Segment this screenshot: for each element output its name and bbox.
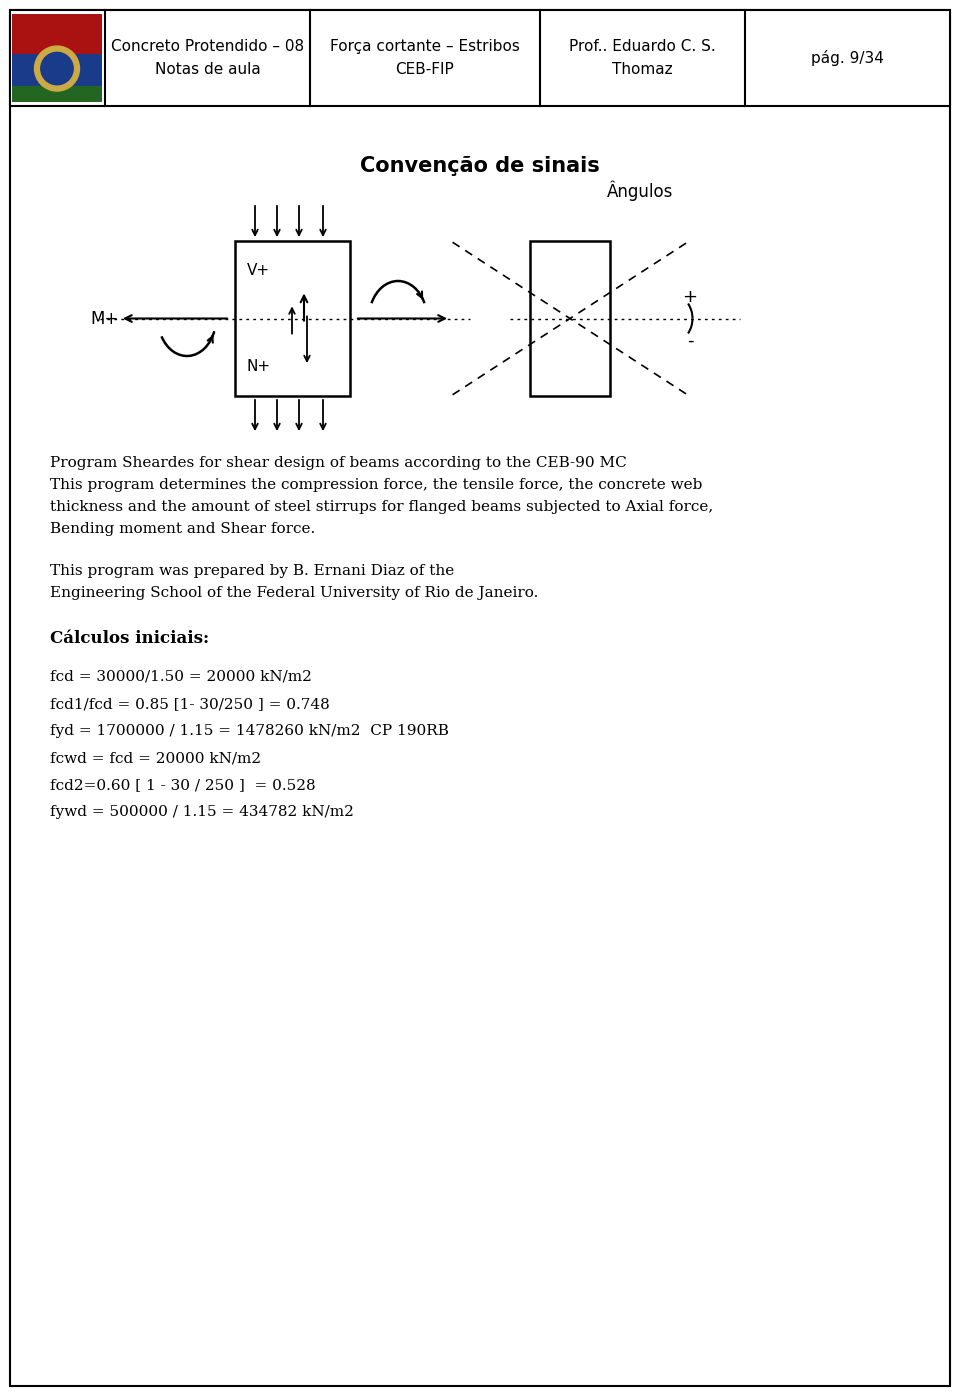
Text: Prof.. Eduardo C. S.
Thomaz: Prof.. Eduardo C. S. Thomaz [569, 39, 716, 77]
Text: Bending moment and Shear force.: Bending moment and Shear force. [50, 522, 315, 536]
Text: Ângulos: Ângulos [607, 180, 673, 201]
Text: This program was prepared by B. Ernani Diaz of the: This program was prepared by B. Ernani D… [50, 564, 454, 578]
Text: fcd1/fcd = 0.85 [1- 30/250 ] = 0.748: fcd1/fcd = 0.85 [1- 30/250 ] = 0.748 [50, 697, 329, 711]
Text: Engineering School of the Federal University of Rio de Janeiro.: Engineering School of the Federal Univer… [50, 586, 539, 600]
Text: -: - [686, 331, 693, 349]
Text: pág. 9/34: pág. 9/34 [811, 50, 884, 66]
Text: fywd = 500000 / 1.15 = 434782 kN/m2: fywd = 500000 / 1.15 = 434782 kN/m2 [50, 805, 354, 819]
Text: Força cortante – Estribos
CEB-FIP: Força cortante – Estribos CEB-FIP [330, 39, 520, 77]
Circle shape [40, 53, 73, 85]
Bar [10, 10, 950, 106]
Text: fcwd = fcd = 20000 kN/m2: fcwd = fcd = 20000 kN/m2 [50, 751, 261, 765]
Text: Cálculos iniciais:: Cálculos iniciais: [50, 630, 209, 646]
Text: +: + [683, 288, 698, 306]
Text: thickness and the amount of steel stirrups for flanged beams subjected to Axial : thickness and the amount of steel stirru… [50, 500, 713, 514]
Text: Concreto Protendido – 08
Notas de aula: Concreto Protendido – 08 Notas de aula [111, 39, 304, 77]
Bar [12, 14, 102, 53]
Bar [12, 14, 102, 102]
Circle shape [35, 46, 80, 91]
Text: Convenção de sinais: Convenção de sinais [360, 156, 600, 176]
Text: fyd = 1700000 / 1.15 = 1478260 kN/m2  CP 190RB: fyd = 1700000 / 1.15 = 1478260 kN/m2 CP … [50, 725, 449, 738]
Bar [235, 242, 350, 396]
Text: Program Sheardes for shear design of beams according to the CEB-90 MC: Program Sheardes for shear design of bea… [50, 456, 627, 470]
Bar [530, 242, 610, 396]
Text: This program determines the compression force, the tensile force, the concrete w: This program determines the compression … [50, 477, 703, 491]
Text: fcd = 30000/1.50 = 20000 kN/m2: fcd = 30000/1.50 = 20000 kN/m2 [50, 670, 312, 684]
Bar [12, 87, 102, 102]
Text: N+: N+ [247, 359, 271, 374]
Text: V+: V+ [247, 262, 270, 278]
Text: M+: M+ [91, 310, 119, 328]
Text: fcd2=0.60 [ 1 - 30 / 250 ]  = 0.528: fcd2=0.60 [ 1 - 30 / 250 ] = 0.528 [50, 778, 316, 792]
